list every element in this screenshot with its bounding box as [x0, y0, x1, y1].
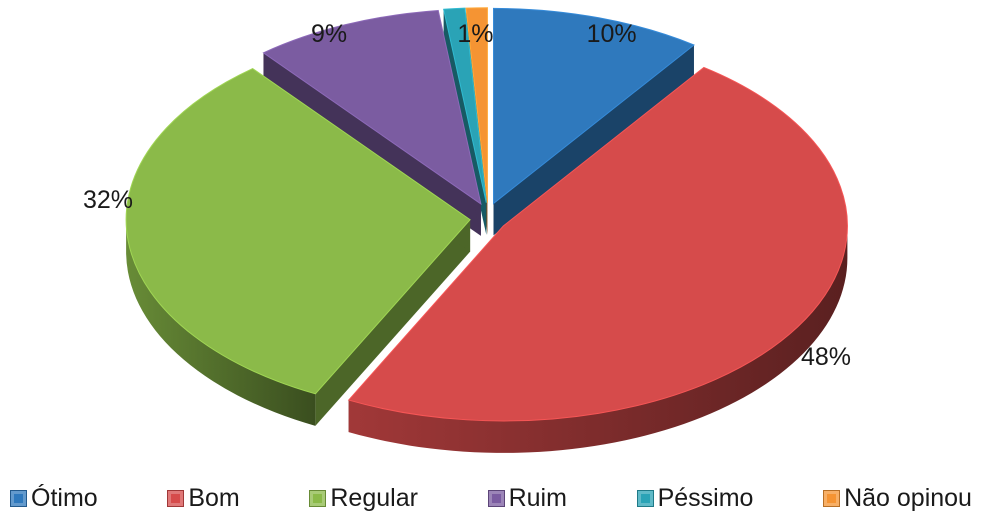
slice-bom — [347, 66, 848, 453]
legend-item-otimo: Ótimo — [10, 484, 98, 513]
legend-label: Não opinou — [844, 483, 972, 512]
slice-otimo — [493, 7, 695, 236]
legend-item-pessimo: Péssimo — [636, 483, 754, 513]
data-label-ruim: 9% — [311, 20, 347, 48]
slice-top-nao-opinou — [465, 7, 488, 203]
legend-label: Ótimo — [31, 483, 98, 512]
slice-top-otimo — [493, 7, 695, 205]
slice-top-regular — [125, 67, 471, 395]
slice-rim-regular — [126, 219, 316, 426]
legend-swatch — [167, 489, 185, 507]
data-label-regular: 32% — [83, 186, 133, 214]
legend-swatch — [487, 489, 505, 507]
legend-item-bom: Bom — [167, 483, 240, 513]
slice-top-bom — [347, 66, 848, 422]
slice-regular — [125, 67, 471, 426]
legend-label: Ruim — [508, 483, 567, 512]
chart-legend: Ótimo Bom Regular Ruim Péssimo Não opinou — [10, 480, 972, 516]
data-label-nao-opinou: 1% — [457, 20, 493, 48]
slice-rim-bom — [348, 225, 848, 453]
legend-item-regular: Regular — [309, 484, 418, 513]
legend-label: Péssimo — [657, 483, 754, 512]
data-label-bom: 48% — [801, 343, 851, 371]
slice-top-ruim — [262, 9, 482, 206]
slice-side-wall-otimo — [493, 44, 694, 236]
legend-label: Regular — [330, 483, 418, 512]
legend-swatch — [309, 489, 327, 507]
slice-top-pessimo — [443, 7, 487, 203]
legend-swatch — [823, 489, 841, 507]
legend-swatch — [636, 489, 654, 507]
pie-slices — [125, 7, 848, 453]
data-labels: 10% 48% 32% 9% 1% — [83, 20, 851, 371]
slice-side-wall-regular — [315, 219, 471, 426]
legend-item-nao-opinou: Não opinou — [823, 484, 972, 513]
legend-label: Bom — [188, 483, 240, 512]
legend-item-ruim: Ruim — [487, 483, 567, 513]
legend-swatch — [10, 489, 27, 507]
data-label-otimo: 10% — [587, 20, 637, 48]
